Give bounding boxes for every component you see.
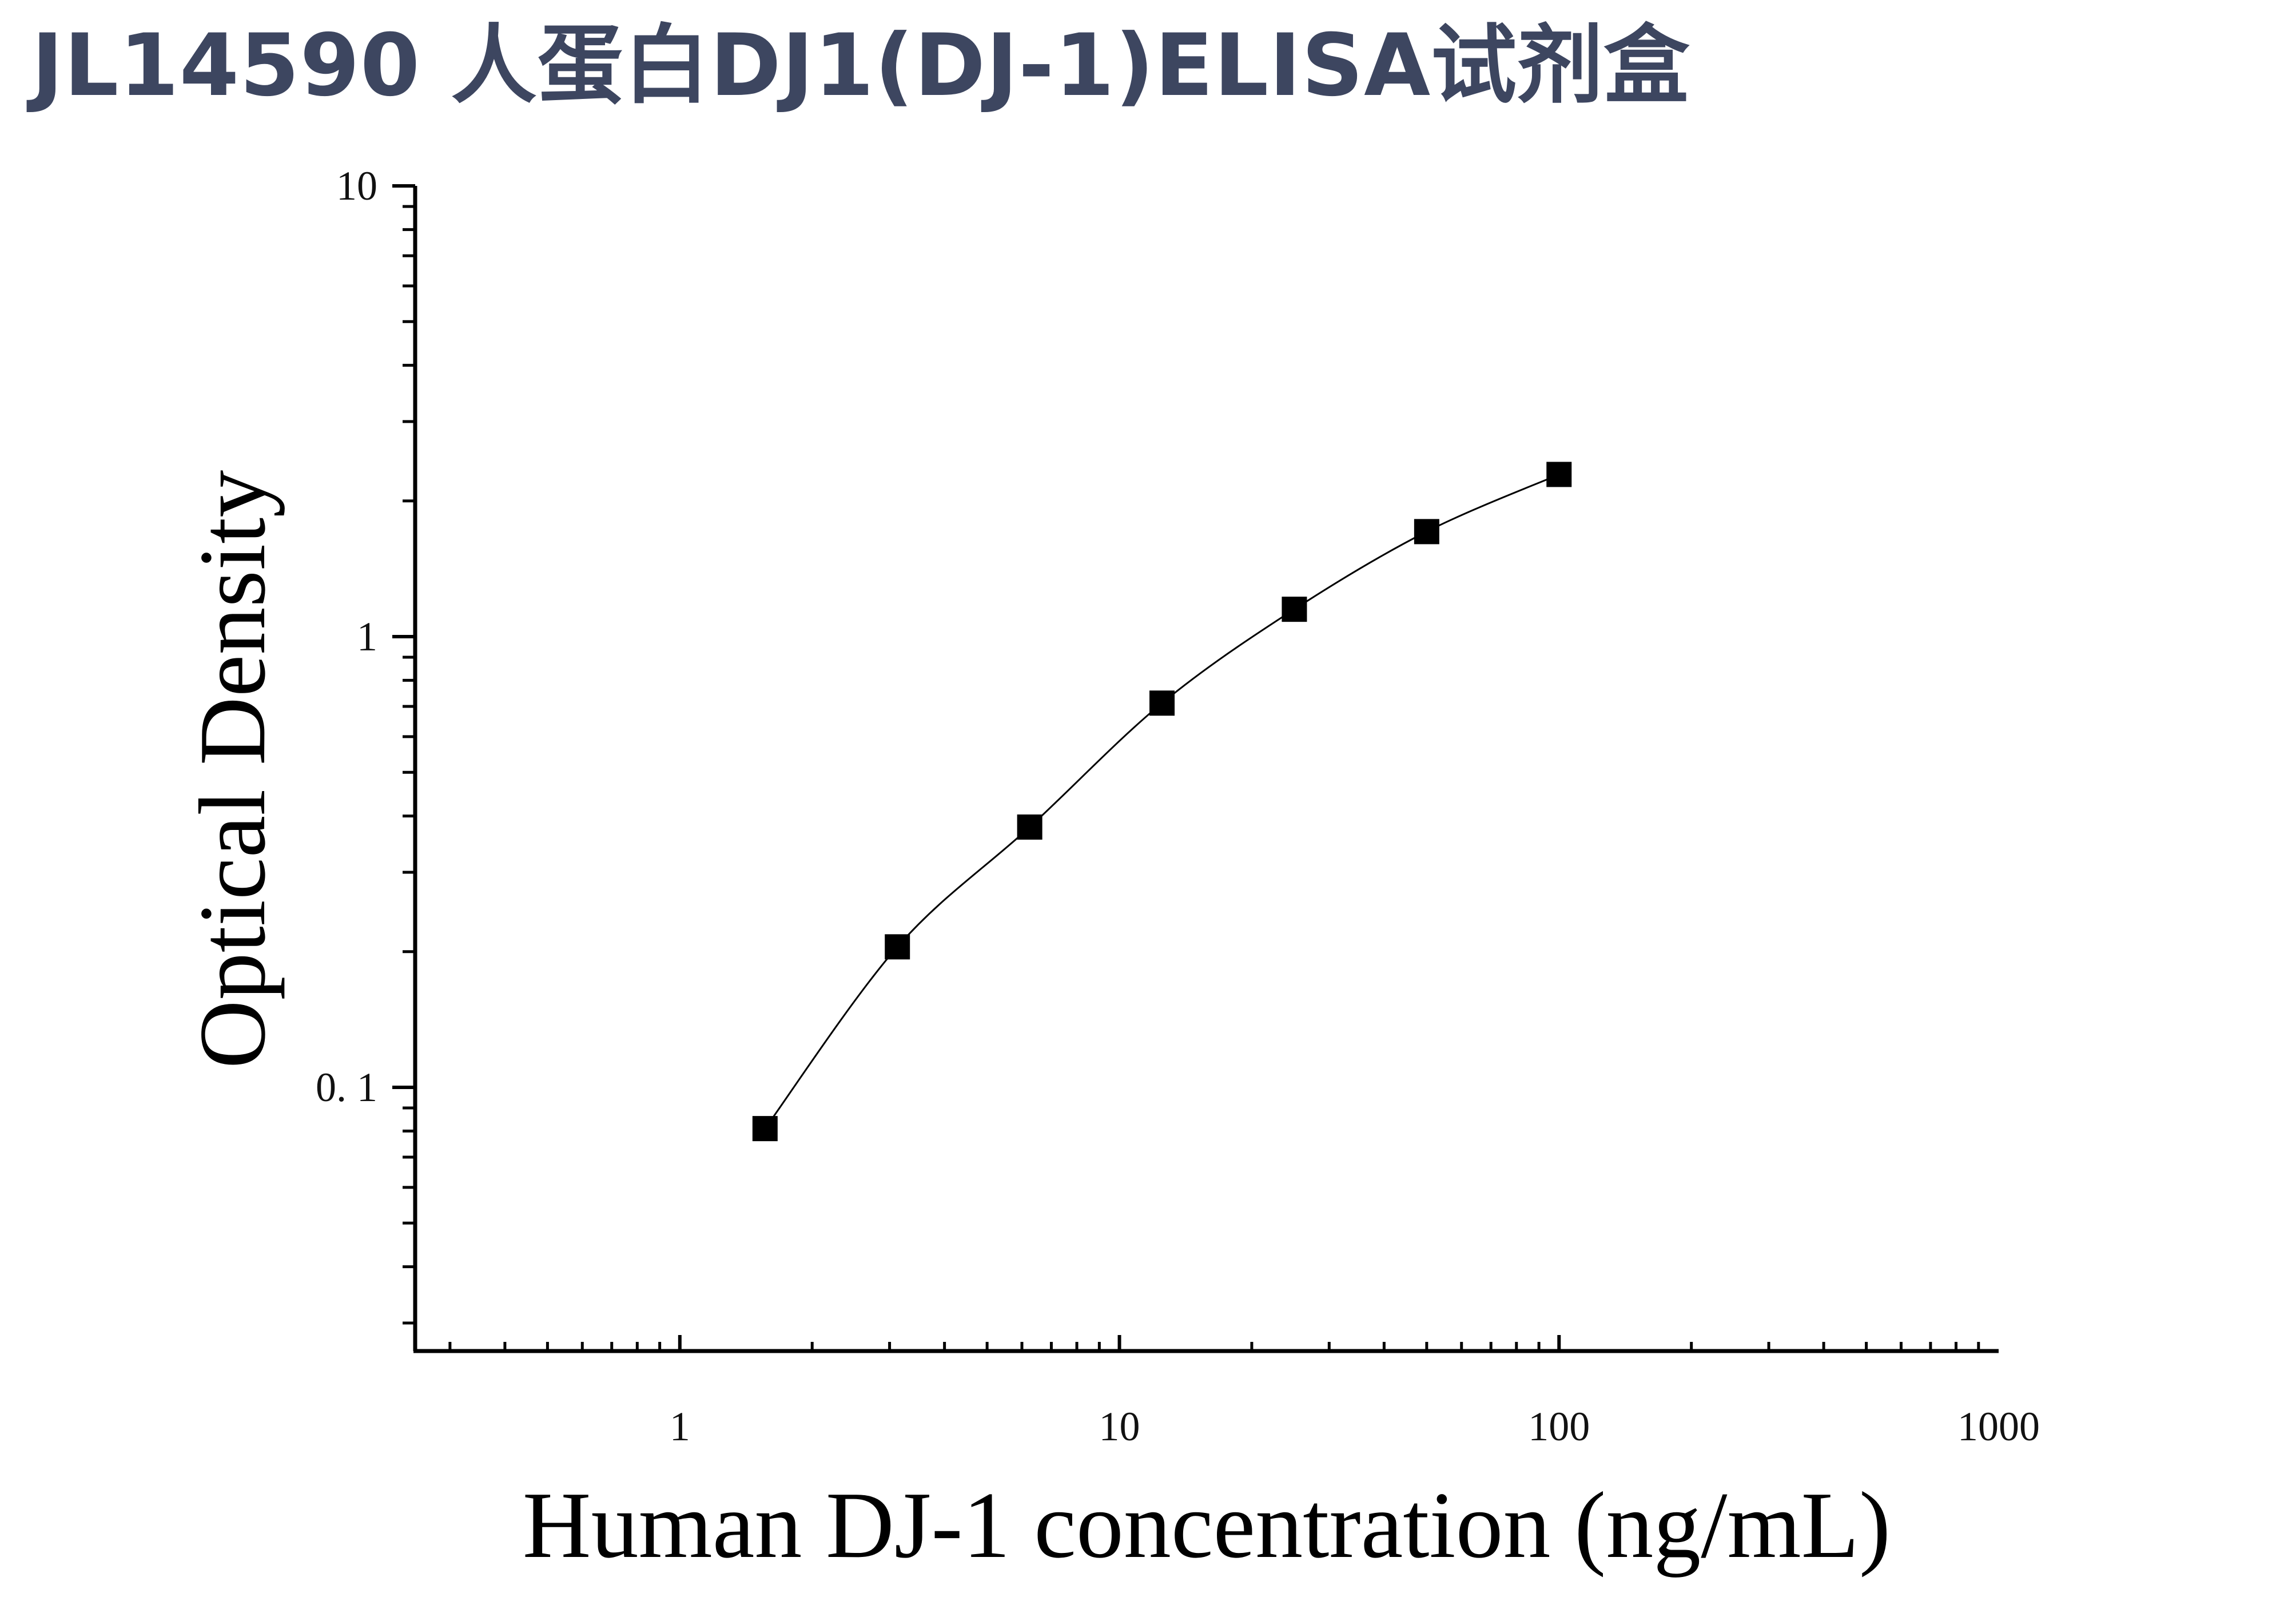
data-point-marker bbox=[1017, 814, 1042, 840]
fit-curve bbox=[764, 474, 1559, 1129]
x-axis-title: Human DJ-1 concentration (ng/mL) bbox=[523, 1472, 1891, 1578]
data-points bbox=[752, 462, 1572, 1142]
x-tick-label: 1000 bbox=[1957, 1404, 2040, 1449]
y-axis-title: Optical Density bbox=[180, 470, 285, 1069]
data-point-marker bbox=[1149, 690, 1175, 716]
x-ticks: 1 10 100 1000 bbox=[448, 1335, 2040, 1449]
x-tick-label: 100 bbox=[1528, 1404, 1590, 1449]
plot-area: 1 10 100 1000 0. 1 1 10 bbox=[316, 163, 2040, 1449]
y-tick-label: 10 bbox=[336, 163, 377, 209]
y-ticks: 0. 1 1 10 bbox=[316, 163, 415, 1325]
data-point-marker bbox=[752, 1116, 778, 1142]
x-tick-label: 1 bbox=[670, 1404, 690, 1449]
y-tick-label: 1 bbox=[357, 614, 377, 660]
y-tick-label: 0. 1 bbox=[316, 1064, 377, 1110]
data-point-marker bbox=[1546, 462, 1572, 487]
data-point-marker bbox=[1282, 597, 1307, 622]
page-title: JL14590 人蛋白DJ1(DJ-1)ELISA试剂盒 bbox=[31, 16, 1690, 116]
data-point-marker bbox=[885, 934, 910, 960]
x-tick-label: 10 bbox=[1099, 1404, 1140, 1449]
data-point-marker bbox=[1414, 519, 1439, 545]
